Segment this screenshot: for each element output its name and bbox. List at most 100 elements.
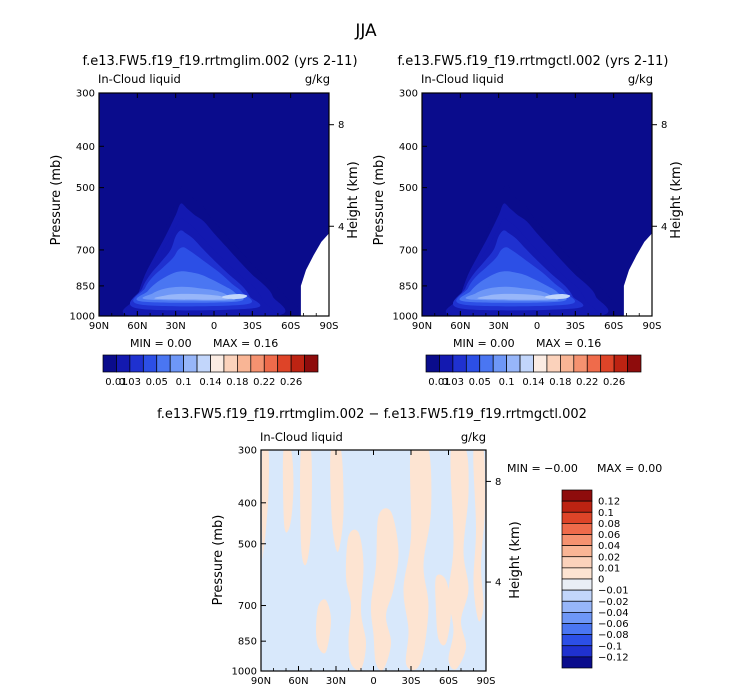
panel-left-y2label: Height (km) [346,161,361,238]
panel-left-colorbar-box [237,354,252,373]
panel-diff-colorbar-box [561,612,593,624]
panel-diff-x-tick-label: 90S [476,676,495,687]
panel-right-y-tick-label: 850 [399,281,418,292]
panel-left-variable-label: In-Cloud liquid [98,72,181,86]
panel-right-y-tick-label: 700 [399,245,418,256]
panel-left-x-tick-label: 30S [243,321,262,332]
panel-diff-colorbar-label: 0 [598,575,604,586]
panel-left-colorbar-label: 0.26 [280,377,302,388]
panel-right-colorbar: 0.010.03 0.05 0.1 0.14 0.18 0.22 0.26 [425,354,642,388]
panel-diff-variable-label: In-Cloud liquid [260,430,343,444]
panel-diff-plot-area: 90N 60N 30N 0 30S 60S 90S 300 400 500 700 850 1000 8 4 [232,446,502,688]
panel-diff-colorbar-label: 0.01 [598,563,620,574]
panel-diff-colorbar-box [561,634,593,647]
panel-right-colorbar-box [492,354,507,373]
panel-left-max-label: MAX = 0.16 [213,337,278,350]
panel-left-y-tick-label: 400 [76,142,95,153]
panel-right-colorbar-box [600,354,615,373]
panel-right-colorbar-label: 0.18 [549,377,571,388]
panel-right-x-tick-label: 60S [604,321,623,332]
panel-diff-colorbar-box [561,534,593,546]
panel-diff-positive-patch-7 [403,450,432,671]
panel-left-contour-7 [154,293,229,300]
panel-right-colorbar-label: 0.03 [442,377,464,388]
panel-right-colorbar-box [452,354,467,373]
panel-right-plot-area: 90N 60N 30N 0 30S 60S 90S 300 400 500 700 850 1000 8 4 [393,89,668,333]
panel-right-colorbar-label: 0.1 [499,377,515,388]
panel-left-colorbar-box [223,354,238,373]
panel-right-x-tick-label: 90N [412,321,432,332]
panel-left-x-tick-label: 30N [166,321,186,332]
panel-right-colorbar-box [519,354,534,373]
panel-diff-y-tick-label: 850 [238,637,257,648]
panel-diff-colorbar-label: −0.01 [598,586,629,597]
panel-right-colorbar-label: 0.14 [522,377,544,388]
panel-left-ylabel: Pressure (mb) [49,155,64,246]
panel-right-colorbar-box [560,354,575,373]
panel-left-y-tick-label: 1000 [70,312,95,323]
panel-diff-positive-patch-1 [282,450,294,533]
panel-diff-units-label: g/kg [461,430,486,444]
panel-diff-x-tick-label: 60N [288,676,308,687]
panel-diff-colorbar-label: −0.12 [598,652,629,663]
panel-right-x-tick-label: 90S [642,321,661,332]
panel-diff-colorbar-box [561,600,593,613]
panel-diff-x-tick-label: 90N [251,676,271,687]
panel-diff-colorbar-box [561,523,593,535]
panel-left-y2-tick-label: 4 [338,222,344,233]
panel-diff-colorbar-box [561,645,593,658]
panel-left-colorbar-box [250,354,265,373]
panel-right-max-label: MAX = 0.16 [536,337,601,350]
panel-left-min-label: MIN = 0.00 [130,337,192,350]
panel-diff-positive-patch-4 [316,599,331,654]
panel-right-colorbar-box [546,354,561,373]
panel-diff-y2-tick-label: 8 [495,477,501,488]
panel-diff-y-tick-label: 1000 [232,667,257,678]
panel-right-missing-region [623,233,652,316]
panel-left-y2-tick-label: 8 [338,120,344,131]
panel-diff-colorbar-label: 0.08 [598,519,620,530]
panel-diff-positive-patch-3 [330,450,344,552]
panel-left-colorbar-label: 0.18 [226,377,248,388]
panel-right-y-tick-label: 300 [399,89,418,100]
panel-left-colorbar-box [116,354,131,373]
panel-diff-colorbar-label: −0.04 [598,608,629,619]
panel-right-units-label: g/kg [628,72,653,86]
panel-left-colorbar-box [210,354,225,373]
panel-diff: f.e13.FW5.f19_f19.rrtmglim.002 − f.e13.F… [157,407,662,687]
panel-left-colorbar-label: 0.01 [105,377,127,388]
panel-diff-colorbar-label: 0.12 [598,497,620,508]
panel-left-colorbar-box [290,354,305,373]
panel-right-x-tick-label: 0 [534,321,540,332]
panel-left-y-tick-label: 300 [76,89,95,100]
panel-left-units-label: g/kg [305,72,330,86]
panel-diff-y-tick-label: 300 [238,446,257,457]
panel-left-colorbar-box [102,354,117,373]
panel-right-colorbar-box [425,354,440,373]
panel-diff-colorbar-box [561,489,593,502]
panel-left-colorbar-box [263,354,279,373]
panel-left-x-tick-label: 60N [127,321,147,332]
panel-right-colorbar-box [586,354,602,373]
panel-diff-y-tick-label: 400 [238,498,257,509]
panel-right-colorbar-label: 0.22 [576,377,598,388]
panel-diff-positive-patch-6 [370,508,399,671]
panel-right-title: f.e13.FW5.f19_f19.rrtmgctl.002 (yrs 2-11… [397,54,668,69]
panel-right-colorbar-box [613,354,628,373]
panel-right-y2label: Height (km) [669,161,684,238]
panel-diff-positive-patch-8 [435,574,451,646]
panel-left-y-tick-label: 700 [76,245,95,256]
panel-right-x-tick-label: 30N [489,321,509,332]
panel-diff-colorbar-box [561,500,593,513]
panel-diff-colorbar-label: 0.1 [598,508,614,519]
panel-left-contour-8 [221,293,248,300]
figure-title: JJA [354,21,377,41]
panel-right-min-label: MIN = 0.00 [453,337,515,350]
panel-diff-colorbar-label: −0.06 [598,619,629,630]
panel-right-colorbar-box [627,354,642,373]
panel-diff-field [261,450,486,671]
panel-diff-colorbar-label: −0.08 [598,630,629,641]
panel-left-colorbar-label: 0.03 [119,377,141,388]
panel-right-ylabel: Pressure (mb) [372,155,387,246]
